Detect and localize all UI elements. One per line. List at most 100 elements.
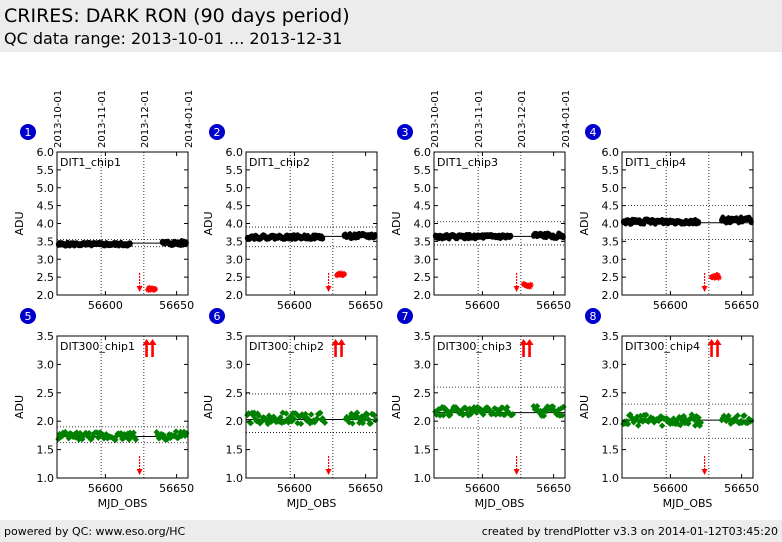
y-tick-label: 1.0 <box>414 472 432 485</box>
data-point <box>658 422 666 429</box>
x-tick-label: 56650 <box>724 299 759 312</box>
x-tick-label: 56650 <box>724 482 759 495</box>
data-point <box>158 430 165 438</box>
panel-number-label: 8 <box>590 310 597 323</box>
y-tick-label: 2.0 <box>414 415 432 428</box>
x-tick-label: 56600 <box>88 299 123 312</box>
chart-panel-4: 4 2.0 2.5 3.0 3.5 4.0 4.5 5.0 5.5 6.0 56600 56650 DI… <box>578 124 759 312</box>
y-tick-label: 5.5 <box>226 164 244 177</box>
outlier-point <box>152 286 159 293</box>
data-point <box>359 419 366 427</box>
data-point <box>696 219 702 226</box>
data-point <box>663 415 670 422</box>
y-tick-label: 5.0 <box>226 182 244 195</box>
data-point <box>290 415 298 423</box>
arrow-head <box>331 339 340 345</box>
panel-number-badge <box>20 124 36 140</box>
data-point <box>130 429 137 436</box>
y-tick-label: 3.5 <box>602 330 620 343</box>
y-tick-label: 1.0 <box>37 472 55 485</box>
chart-label: DIT1_chip4 <box>625 156 686 169</box>
chart-panel-7: 7 1.0 1.5 2.0 2.5 3.0 3.5 56600 56650 DIT300_chip… <box>390 308 571 510</box>
chart-label: DIT1_chip3 <box>437 156 498 169</box>
outlier-point <box>527 281 534 288</box>
y-tick-label: 2.0 <box>602 289 620 302</box>
y-tick-label: 3.0 <box>414 358 432 371</box>
y-axis-label: ADU <box>390 395 403 419</box>
y-tick-label: 1.0 <box>226 472 244 485</box>
out-of-range-arrow <box>145 344 148 357</box>
y-tick-label: 3.5 <box>37 235 55 248</box>
x-tick-label: 56600 <box>465 299 500 312</box>
arrow-head <box>701 469 708 475</box>
data-point <box>79 435 86 443</box>
arrow-head <box>148 339 157 345</box>
data-point <box>112 436 119 444</box>
out-of-range-arrow <box>151 344 154 357</box>
data-point <box>132 436 140 443</box>
chart-label: DIT300_chip2 <box>249 340 324 353</box>
chart-panel-8: 8 1.0 1.5 2.0 2.5 3.0 3.5 56600 56650 DIT300_chip… <box>578 308 759 510</box>
chart-panel-5: 5 1.0 1.5 2.0 2.5 3.0 3.5 56600 56650 DIT300_chip… <box>13 308 194 510</box>
page-subtitle: QC data range: 2013-10-01 ... 2013-12-31 <box>4 29 343 48</box>
data-point <box>668 418 675 425</box>
data-point <box>462 405 470 412</box>
plot-frame <box>621 335 754 479</box>
out-of-range-arrow <box>716 344 719 357</box>
data-point <box>76 429 84 437</box>
page-title: CRIRES: DARK RON (90 days period) <box>4 5 350 27</box>
data-point <box>440 412 447 419</box>
data-point <box>734 412 741 419</box>
data-point <box>725 412 732 420</box>
data-point <box>748 417 755 424</box>
arrow-head <box>519 339 528 345</box>
y-axis-label: ADU <box>578 395 591 419</box>
date-tick-label: 2013-12-01 <box>517 90 528 148</box>
panel-number-label: 6 <box>214 310 221 323</box>
out-of-range-arrow <box>710 344 713 357</box>
chart-panel-2: 2 2.0 2.5 3.0 3.5 4.0 4.5 5.0 5.5 6.0 56600 56650 DI… <box>202 124 383 312</box>
data-point <box>503 404 511 411</box>
out-of-range-arrow <box>522 344 525 357</box>
date-tick-label: 2013-10-01 <box>430 90 441 148</box>
data-point <box>639 418 646 425</box>
arrow-head <box>136 469 143 475</box>
y-tick-label: 5.0 <box>414 182 432 195</box>
data-point <box>697 419 705 426</box>
data-point <box>695 414 702 421</box>
y-tick-label: 4.5 <box>37 200 55 213</box>
y-tick-label: 2.0 <box>37 415 55 428</box>
panel-number-badge <box>209 308 225 324</box>
data-point <box>349 420 356 427</box>
plot-frame <box>56 151 189 296</box>
y-tick-label: 3.0 <box>414 253 432 266</box>
data-point <box>738 419 746 426</box>
y-axis-label: ADU <box>13 211 26 235</box>
y-axis-label: ADU <box>13 395 26 419</box>
y-tick-label: 2.5 <box>414 387 432 400</box>
date-tick-label: 2014-01-01 <box>184 90 195 148</box>
panel-number-label: 1 <box>25 126 32 139</box>
x-tick-label: 56650 <box>348 482 383 495</box>
y-tick-label: 2.0 <box>37 289 55 302</box>
y-tick-label: 3.0 <box>226 253 244 266</box>
arrow-head <box>325 469 332 475</box>
y-tick-label: 5.0 <box>37 182 55 195</box>
panel-number-badge <box>397 308 413 324</box>
data-point <box>364 411 371 418</box>
y-tick-label: 3.0 <box>602 253 620 266</box>
y-tick-label: 4.5 <box>226 200 244 213</box>
y-tick-label: 2.5 <box>602 271 620 284</box>
footer-powered-by[interactable]: powered by QC: www.eso.org/HC <box>4 525 186 538</box>
data-point <box>691 422 699 429</box>
y-tick-label: 1.5 <box>226 444 244 457</box>
panel-number-badge <box>209 124 225 140</box>
arrow-head <box>525 339 534 345</box>
y-tick-label: 2.0 <box>226 415 244 428</box>
data-point <box>649 415 657 422</box>
outlier-point <box>341 271 348 278</box>
out-of-range-arrow <box>340 344 343 357</box>
data-point <box>696 422 703 429</box>
data-point <box>320 234 326 242</box>
